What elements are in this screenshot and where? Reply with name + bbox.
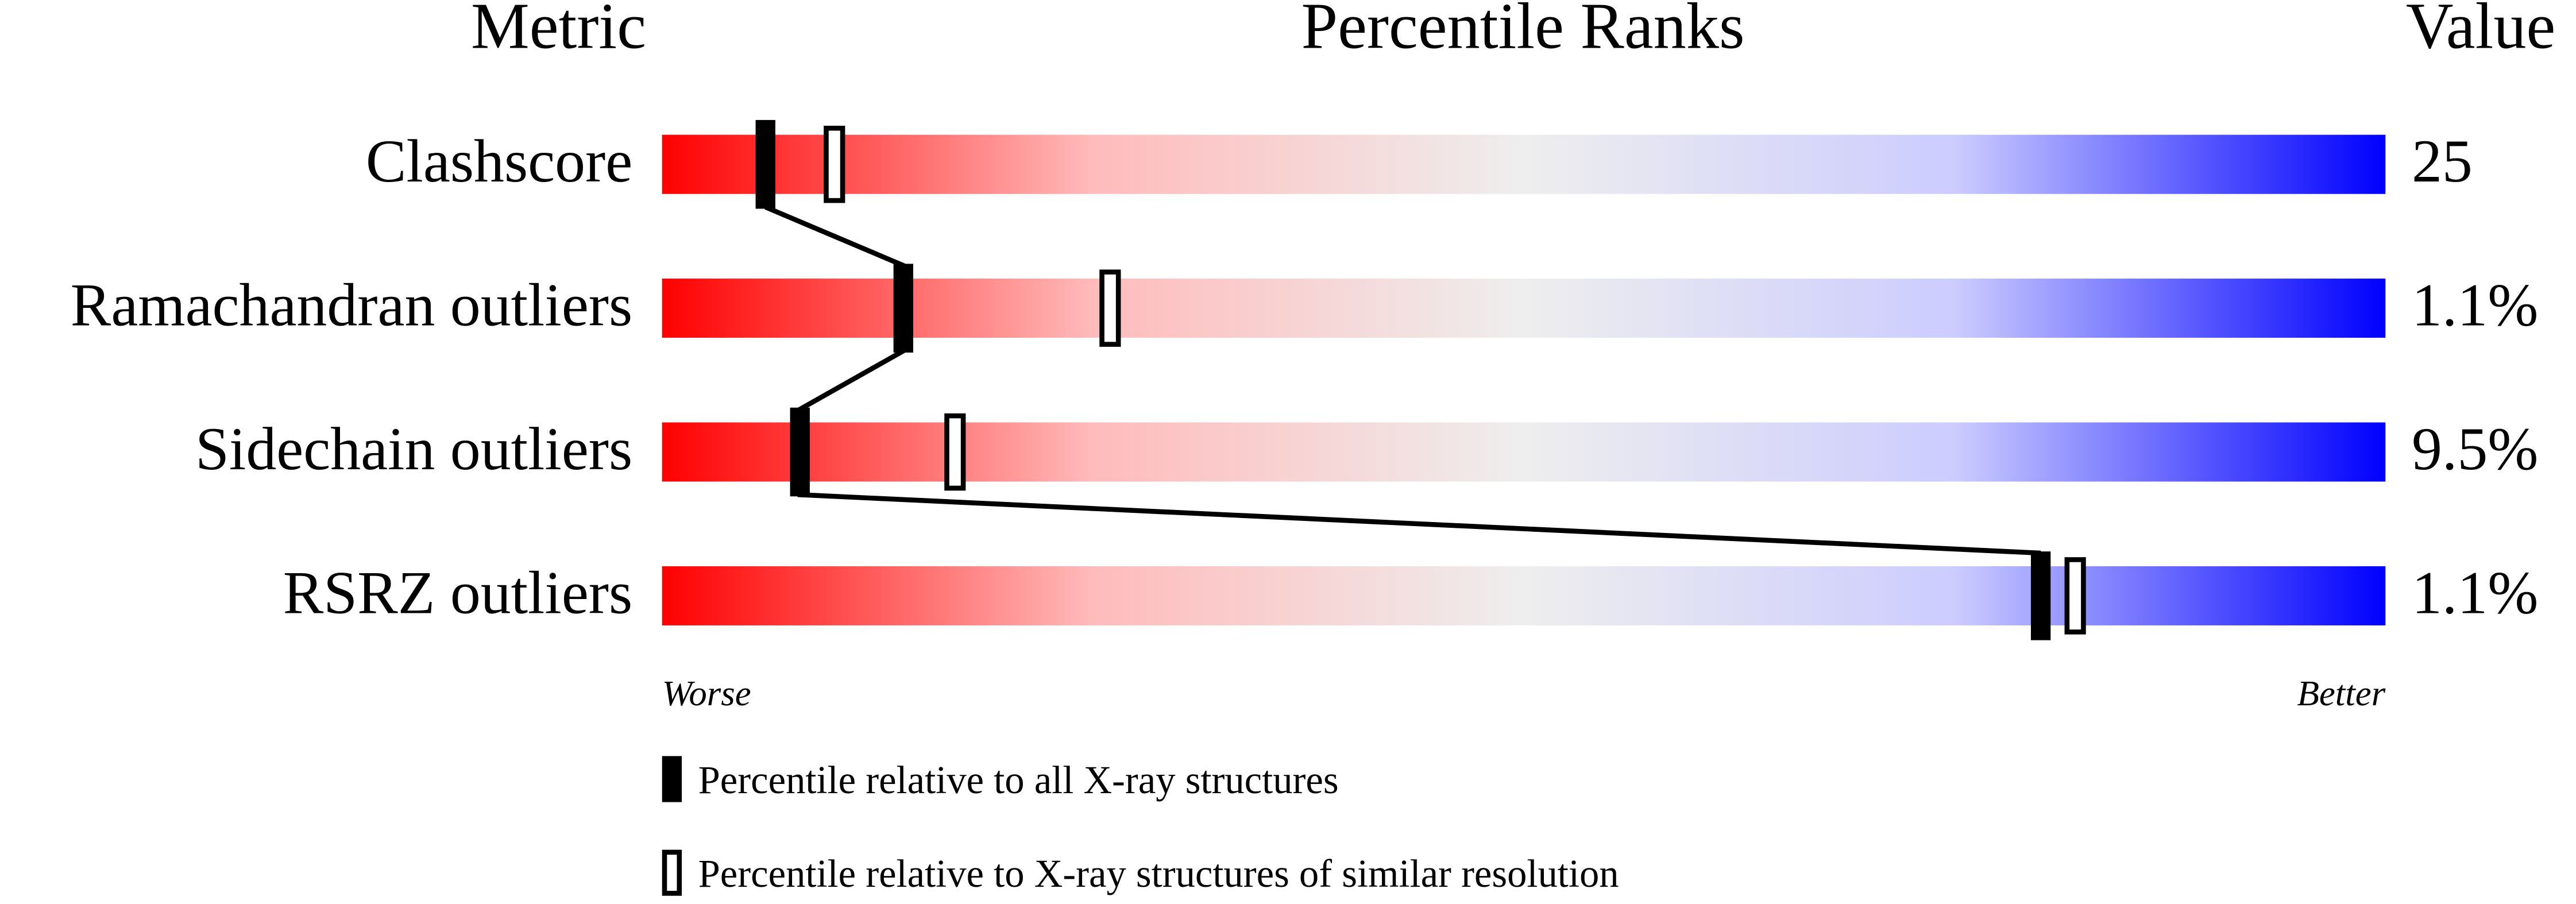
metric-header: Metric <box>471 0 646 63</box>
worse-label: Worse <box>662 673 751 713</box>
percentile-bar <box>662 566 2386 625</box>
legend-swatch <box>662 849 682 896</box>
metric-value: 1.1% <box>2412 559 2538 626</box>
value-header: Value <box>2406 0 2555 63</box>
percentile-marker-similar <box>824 125 845 203</box>
metric-label: Sidechain outliers <box>195 415 632 482</box>
percentile-marker-all <box>755 119 775 209</box>
metric-value: 9.5% <box>2412 415 2538 482</box>
legend-label: Percentile relative to all X-ray structu… <box>698 758 1339 802</box>
metric-label: Ramachandran outliers <box>71 272 632 339</box>
metric-value: 1.1% <box>2412 272 2538 339</box>
percentile-marker-similar <box>1099 269 1121 347</box>
percentile-marker-similar <box>2064 557 2086 635</box>
connector-line <box>764 204 2041 556</box>
legend-label: Percentile relative to X-ray structures … <box>698 852 1619 895</box>
percentile-bar <box>662 134 2386 194</box>
percentile-bar <box>662 422 2386 482</box>
percentile-marker-similar <box>944 413 966 491</box>
percentile-bar <box>662 279 2386 338</box>
metric-label: RSRZ outliers <box>283 559 632 626</box>
metric-label: Clashscore <box>366 128 632 195</box>
percentile-marker-all <box>2030 551 2051 640</box>
chart-title: Percentile Ranks <box>1301 0 1745 63</box>
metric-value: 25 <box>2412 128 2473 195</box>
legend-swatch <box>662 756 682 802</box>
percentile-marker-all <box>893 264 913 353</box>
better-label: Better <box>2297 673 2385 713</box>
percentile-marker-all <box>790 407 810 497</box>
